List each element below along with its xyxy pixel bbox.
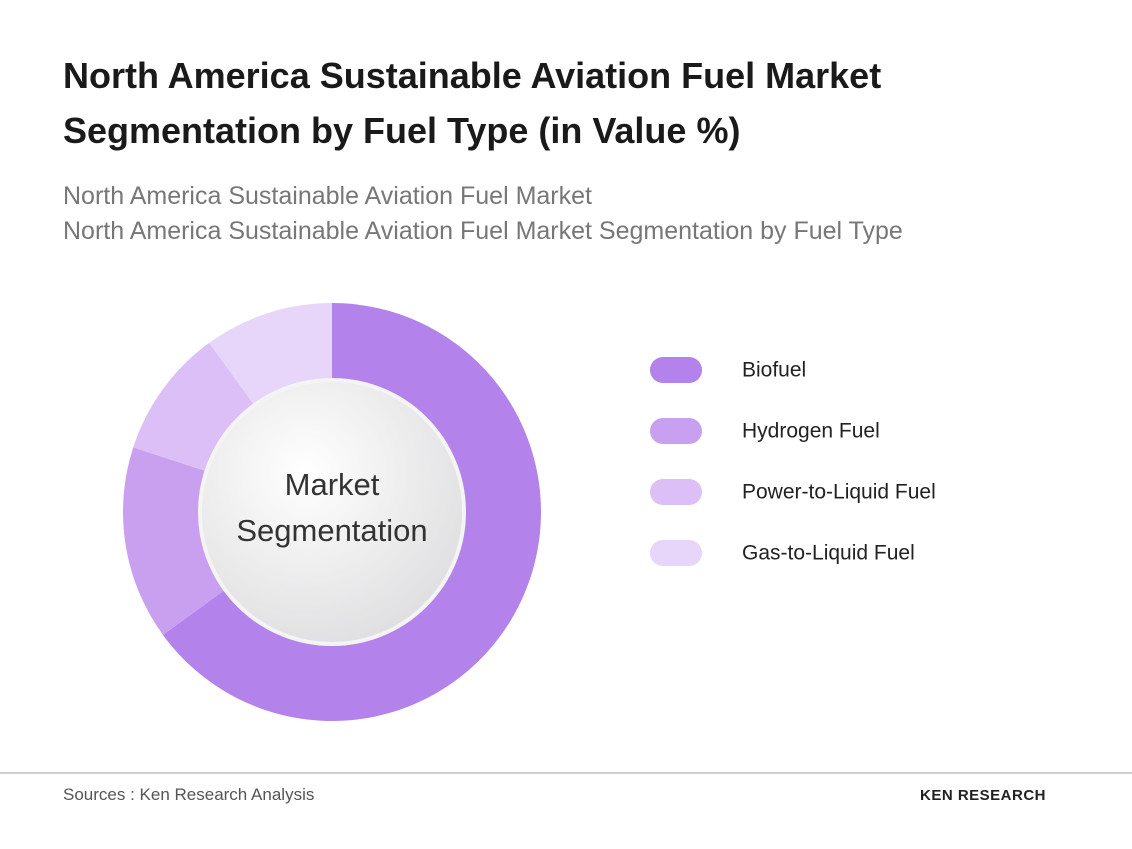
legend-swatch — [650, 540, 702, 566]
legend-label: Power-to-Liquid Fuel — [742, 481, 936, 504]
logo: KEN RESEARCH — [920, 787, 1047, 804]
legend-swatch — [650, 479, 702, 505]
center-label: Market Segmentation — [236, 467, 428, 548]
chart-title: North America Sustainable Aviation Fuel … — [63, 55, 882, 151]
subtitle: North America Sustainable Aviation Fuel … — [63, 217, 903, 245]
legend-swatch — [650, 357, 702, 383]
legend-swatch — [650, 418, 702, 444]
legend-label: Hydrogen Fuel — [742, 420, 880, 443]
source: Sources : Ken Research Analysis — [63, 785, 315, 804]
subtitle: North America Sustainable Aviation Fuel … — [63, 182, 592, 210]
footer-divider — [0, 772, 1132, 774]
center-disc — [198, 378, 466, 646]
legend-label: Biofuel — [742, 359, 806, 382]
legend-label: Gas-to-Liquid Fuel — [742, 542, 915, 565]
